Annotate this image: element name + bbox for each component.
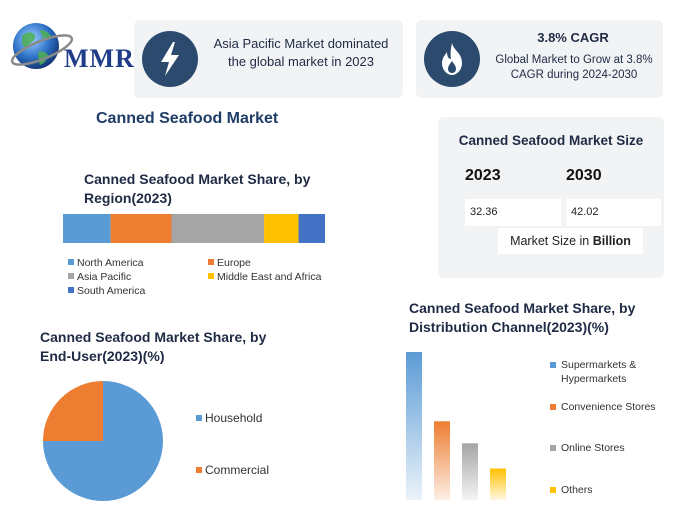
legend-item-others: Others [550, 483, 670, 497]
legend-label: North America [77, 257, 144, 269]
caption-prefix: Market Size in [510, 234, 593, 248]
year-2030: 2030 [566, 167, 602, 184]
legend-item-supermarkets-hypermarkets: Supermarkets & Hypermarkets [550, 358, 670, 386]
cagr-text: Global Market to Grow at 3.8% CAGR durin… [495, 54, 653, 81]
cagr-title: 3.8% CAGR [537, 30, 609, 45]
highlight-card-dominance: Asia Pacific Market dominated the global… [134, 20, 403, 98]
legend-label: Europe [217, 257, 251, 269]
value-2030: 42.02 [566, 199, 661, 226]
region-segment-north-america [63, 214, 111, 243]
legend-item-commercial: Commercial [196, 463, 269, 477]
distribution-bar-chart [406, 352, 506, 500]
bar-convenience-stores [434, 421, 450, 500]
bar-online-stores [462, 443, 478, 500]
region-segment-south-america [298, 214, 325, 243]
bar-supermarkets-hypermarkets [406, 352, 422, 500]
legend-label: Others [561, 484, 593, 496]
globe-icon [10, 23, 74, 69]
legend-item-asia-pacific: Asia Pacific [68, 270, 131, 284]
highlight-card-cagr: 3.8% CAGR Global Market to Grow at 3.8% … [416, 20, 663, 98]
year-2023: 2023 [465, 167, 501, 184]
legend-label: Supermarkets & Hypermarkets [561, 359, 637, 385]
legend-swatch [550, 445, 556, 451]
legend-swatch [208, 259, 214, 265]
region-segment-middle-east-and-africa [264, 214, 299, 243]
legend-swatch [68, 259, 74, 265]
flame-icon [424, 31, 480, 87]
legend-label: Middle East and Africa [217, 271, 322, 283]
bar-others [490, 468, 506, 500]
legend-label: Asia Pacific [77, 271, 132, 283]
legend-swatch [550, 362, 556, 368]
legend-swatch [68, 287, 74, 293]
value-2023: 32.36 [465, 199, 561, 226]
legend-swatch [196, 467, 202, 473]
region-segment-asia-pacific [171, 214, 265, 243]
market-size-title: Canned Seafood Market Size [458, 133, 644, 148]
market-size-caption: Market Size in Billion [498, 228, 643, 254]
legend-label: Household [205, 411, 263, 425]
region-chart-title: Canned Seafood Market Share, by Region(2… [84, 171, 311, 206]
legend-label: Online Stores [561, 442, 625, 454]
caption-unit: Billion [592, 234, 631, 248]
region-segment-europe [110, 214, 172, 243]
enduser-chart-title: Canned Seafood Market Share, by End-User… [40, 329, 267, 364]
pie-slice-commercial [43, 381, 103, 441]
enduser-pie-chart [43, 381, 163, 501]
region-stacked-bar [63, 214, 325, 243]
legend-label: South America [77, 285, 146, 297]
legend-item-online-stores: Online Stores [550, 441, 670, 455]
legend-item-europe: Europe [208, 256, 251, 270]
legend-item-convenience-stores: Convenience Stores [550, 400, 670, 414]
dominance-text: Asia Pacific Market dominated the global… [213, 36, 389, 69]
distribution-chart-title: Canned Seafood Market Share, by Distribu… [409, 300, 636, 335]
legend-label: Commercial [205, 463, 270, 477]
legend-swatch [550, 404, 556, 410]
legend-swatch [196, 415, 202, 421]
legend-item-household: Household [196, 411, 262, 425]
legend-swatch [68, 273, 74, 279]
legend-item-middle-east-and-africa: Middle East and Africa [208, 270, 321, 284]
legend-item-north-america: North America [68, 256, 144, 270]
legend-swatch [208, 273, 214, 279]
mmr-logo: MMR [6, 14, 134, 84]
legend-swatch [550, 487, 556, 493]
logo-text: MMR [64, 44, 135, 73]
market-size-card: Canned Seafood Market Size 2023 2030 32.… [438, 117, 664, 278]
lightning-icon [142, 31, 198, 87]
legend-label: Convenience Stores [561, 401, 656, 413]
page-title: Canned Seafood Market [96, 110, 279, 127]
legend-item-south-america: South America [68, 284, 145, 298]
